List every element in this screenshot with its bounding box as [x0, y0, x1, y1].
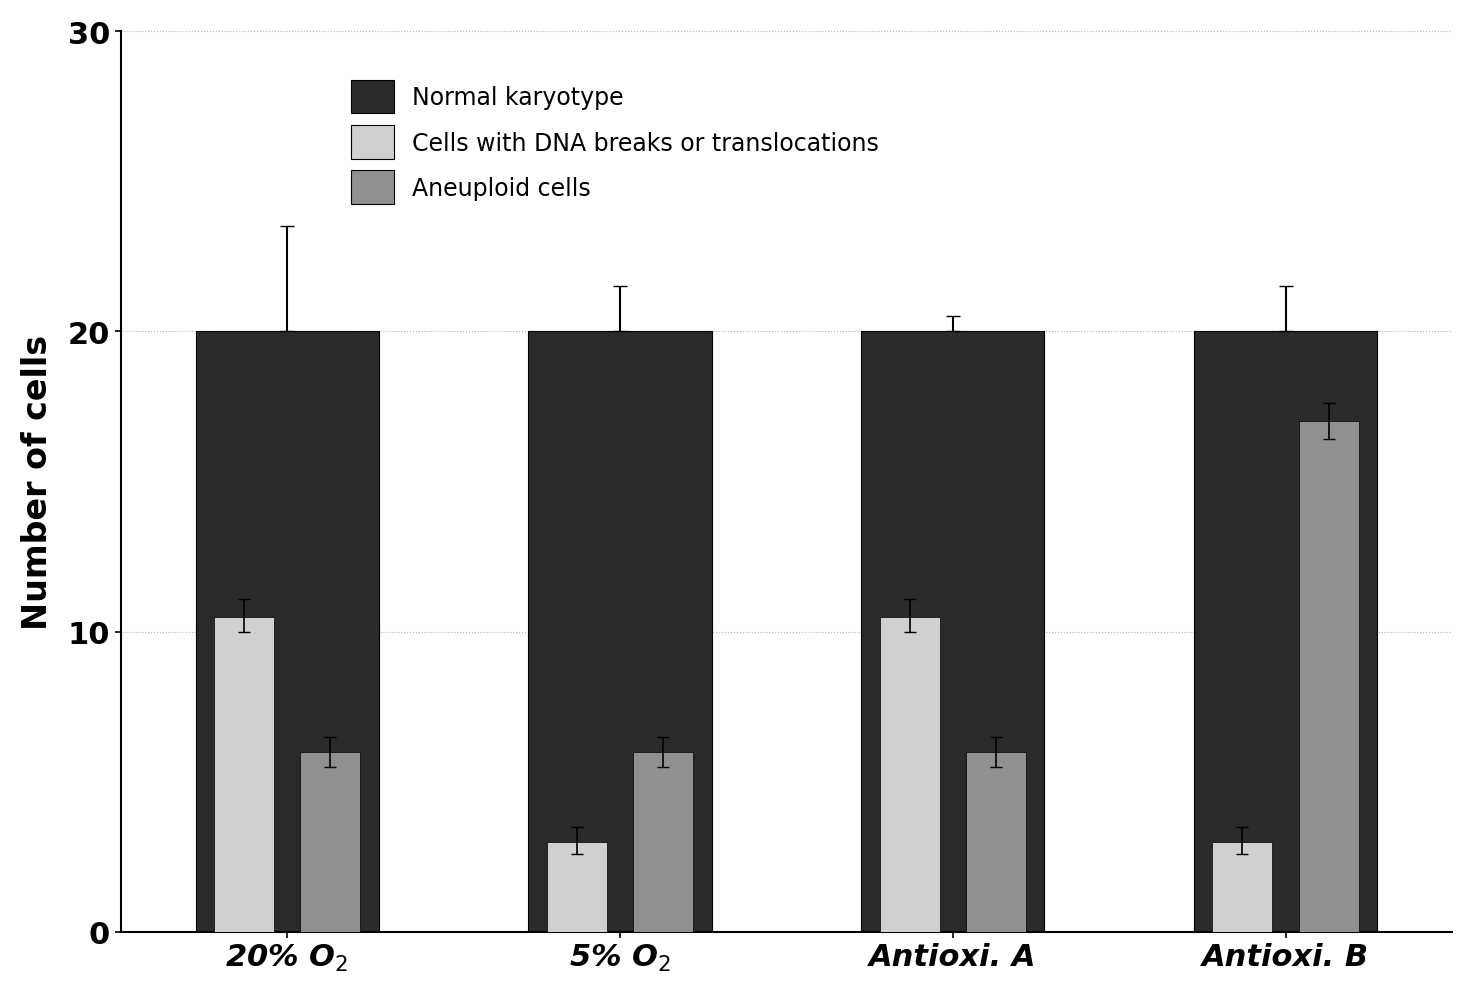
Bar — [1212, 842, 1273, 931]
Bar — [862, 332, 1044, 931]
Bar — [633, 751, 694, 931]
Bar — [879, 617, 940, 931]
Bar — [1195, 332, 1377, 931]
Legend: Normal karyotype, Cells with DNA breaks or translocations, Aneuploid cells: Normal karyotype, Cells with DNA breaks … — [333, 62, 899, 224]
Bar — [966, 751, 1027, 931]
Bar — [196, 332, 379, 931]
Bar — [300, 751, 361, 931]
Bar — [546, 842, 607, 931]
Bar — [529, 332, 711, 931]
Bar — [214, 617, 274, 931]
Bar — [1299, 422, 1360, 931]
Y-axis label: Number of cells: Number of cells — [21, 335, 55, 629]
